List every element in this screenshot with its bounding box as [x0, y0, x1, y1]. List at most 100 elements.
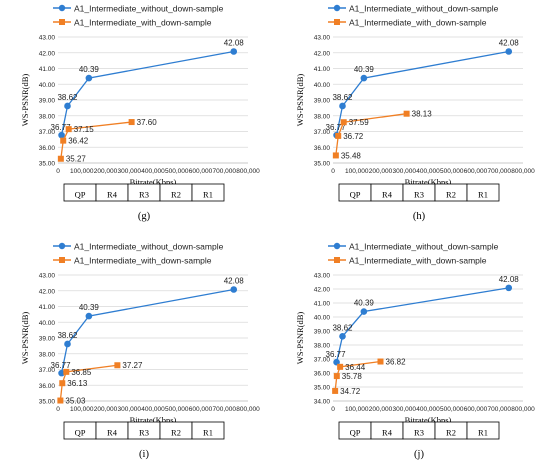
data-point-without-downsample — [64, 340, 71, 348]
series-line-with-downsample — [59, 364, 118, 401]
data-point-with-downsample — [65, 126, 72, 133]
x-axis-title: Bitrate(Kbps) — [405, 415, 452, 425]
data-point-with-downsample — [114, 362, 121, 369]
series-line-without-downsample — [335, 50, 509, 136]
chart-panel-0: A1_Intermediate_without_down-sample A1_In… — [20, 4, 260, 223]
x-tick-label: 200,000 — [369, 406, 393, 413]
legend-marker-circle — [333, 4, 341, 12]
data-label-without-downsample: 36.77 — [51, 123, 72, 132]
data-point-with-downsample — [63, 368, 70, 375]
data-point-with-downsample — [332, 152, 339, 159]
data-label-with-downsample: 36.13 — [67, 379, 88, 388]
data-point-with-downsample — [377, 358, 384, 365]
x-tick-label: 800,000 — [511, 168, 535, 175]
x-tick-label: 300,000 — [393, 168, 417, 175]
y-tick-label: 38.00 — [39, 351, 56, 358]
y-tick-label: 35.00 — [314, 161, 331, 168]
qp-table-label: R2 — [446, 190, 456, 200]
qp-table-label: QP — [75, 190, 86, 200]
data-point-without-downsample — [85, 74, 93, 82]
qp-table-label: R3 — [139, 428, 149, 438]
data-point-with-downsample — [403, 110, 410, 117]
qp-table-label: R4 — [107, 190, 118, 200]
chart-panel-3: A1_Intermediate_without_down-sample A1_In… — [295, 242, 535, 461]
qp-table-label: R4 — [382, 190, 393, 200]
y-tick-label: 38.00 — [314, 343, 331, 350]
qp-table-label: R4 — [107, 428, 118, 438]
data-label-with-downsample: 36.82 — [386, 358, 407, 367]
legend-marker-circle — [58, 4, 66, 12]
data-label-without-downsample: 42.08 — [499, 275, 520, 284]
panel-label: (i) — [139, 449, 149, 460]
data-label-without-downsample: 38.62 — [332, 93, 353, 102]
data-label-with-downsample: 36.85 — [71, 368, 92, 377]
data-label-with-downsample: 35.03 — [65, 397, 86, 406]
y-tick-label: 37.00 — [314, 357, 331, 364]
qp-table-label: R3 — [414, 428, 424, 438]
data-label-without-downsample: 38.62 — [57, 93, 78, 102]
y-axis-title: WS-PSNR(dB) — [20, 74, 30, 127]
data-point-without-downsample — [64, 102, 71, 110]
qp-table-label: R1 — [203, 190, 213, 200]
qp-table-label: R2 — [171, 190, 181, 200]
x-tick-label: 700,000 — [488, 406, 512, 413]
y-axis-title: WS-PSNR(dB) — [295, 74, 305, 127]
y-axis-title: WS-PSNR(dB) — [20, 312, 30, 365]
data-point-with-downsample — [333, 373, 340, 380]
data-label-with-downsample: 36.44 — [345, 363, 366, 372]
y-tick-label: 34.00 — [314, 399, 331, 406]
data-label-without-downsample: 38.62 — [332, 323, 353, 332]
x-tick-label: 600,000 — [464, 168, 488, 175]
y-tick-label: 40.00 — [314, 315, 331, 322]
x-tick-label: 0 — [56, 168, 60, 175]
y-tick-label: 36.00 — [314, 371, 331, 378]
data-point-without-downsample — [339, 102, 346, 110]
qp-table-label: QP — [350, 428, 361, 438]
data-label-with-downsample: 35.48 — [341, 151, 362, 160]
y-tick-label: 37.00 — [314, 129, 331, 136]
x-tick-label: 400,000 — [141, 168, 165, 175]
x-tick-label: 600,000 — [464, 406, 488, 413]
panel-label: (h) — [413, 211, 426, 222]
qp-table-label: R1 — [203, 428, 213, 438]
qp-table-label: R4 — [382, 428, 393, 438]
x-tick-label: 700,000 — [488, 168, 512, 175]
data-point-without-downsample — [360, 308, 368, 315]
legend-entry: A1_Intermediate_with_down-sample — [74, 256, 212, 266]
qp-table-label: R3 — [139, 190, 149, 200]
series-line-with-downsample — [334, 360, 381, 391]
x-tick-label: 200,000 — [369, 168, 393, 175]
legend-entry: A1_Intermediate_with_down-sample — [74, 18, 212, 28]
x-tick-label: 800,000 — [236, 168, 260, 175]
x-tick-label: 0 — [331, 406, 335, 413]
legend-marker-square — [59, 19, 65, 25]
qp-table-label: R2 — [446, 428, 456, 438]
qp-table-label: R3 — [414, 190, 424, 200]
x-tick-label: 400,000 — [141, 406, 165, 413]
y-tick-label: 35.00 — [39, 161, 56, 168]
x-tick-label: 300,000 — [393, 406, 417, 413]
x-tick-label: 400,000 — [416, 168, 440, 175]
y-tick-label: 43.00 — [39, 35, 56, 42]
data-point-with-downsample — [340, 119, 347, 126]
data-label-with-downsample: 37.60 — [137, 118, 158, 127]
data-label-without-downsample: 42.08 — [224, 38, 245, 47]
data-label-with-downsample: 37.59 — [349, 118, 370, 127]
y-tick-label: 41.00 — [39, 66, 56, 73]
x-tick-label: 500,000 — [165, 168, 189, 175]
data-label-without-downsample: 42.08 — [224, 276, 245, 285]
y-tick-label: 36.00 — [39, 383, 56, 390]
y-axis-title: WS-PSNR(dB) — [295, 312, 305, 365]
x-tick-label: 100,000 — [70, 406, 94, 413]
x-axis-title: Bitrate(Kbps) — [405, 177, 452, 187]
x-tick-label: 100,000 — [70, 168, 94, 175]
legend-entry: A1_Intermediate_without_down-sample — [74, 4, 224, 14]
data-point-with-downsample — [332, 387, 339, 394]
y-tick-label: 42.00 — [39, 50, 56, 57]
x-tick-label: 200,000 — [94, 168, 118, 175]
y-tick-label: 41.00 — [314, 301, 331, 308]
y-tick-label: 39.00 — [314, 98, 331, 105]
y-tick-label: 39.00 — [39, 336, 56, 343]
series-line-with-downsample — [335, 113, 407, 156]
